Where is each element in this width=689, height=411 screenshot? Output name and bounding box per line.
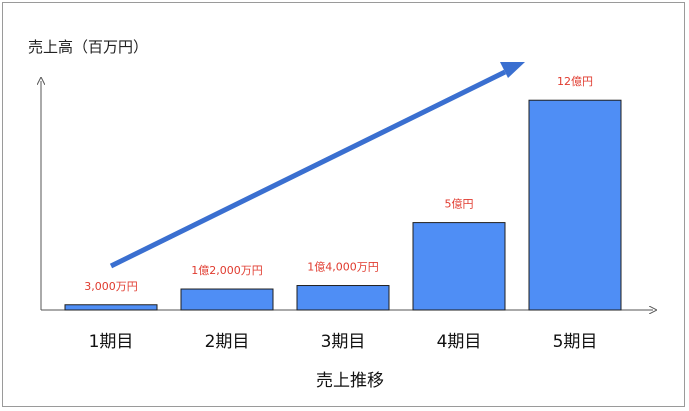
data-label-5: 12億円 — [557, 75, 593, 88]
x-tick-label-3: 3期目 — [321, 332, 366, 352]
data-label-1: 3,000万円 — [84, 280, 138, 293]
x-tick-label-2: 2期目 — [205, 332, 250, 352]
y-axis-label: 売上高（百万円） — [28, 38, 148, 56]
x-axis-label: 売上推移 — [316, 371, 384, 391]
trend-arrow-shaft — [109, 69, 507, 269]
x-tick-label-4: 4期目 — [437, 332, 482, 352]
trend-arrow — [109, 62, 525, 269]
bar-3 — [296, 285, 390, 311]
data-label-2: 1億2,000万円 — [191, 264, 263, 277]
x-tick-label-1: 1期目 — [89, 332, 134, 352]
data-label-3: 1億4,000万円 — [307, 261, 379, 274]
bar-1 — [64, 304, 158, 311]
data-label-4: 5億円 — [445, 198, 474, 211]
bar-2 — [180, 288, 274, 311]
trend-arrow-head — [500, 62, 525, 78]
bar-5 — [528, 99, 622, 311]
chart-frame: 売上高（百万円） 3,000万円 1億2,000万円 1億4,000万円 5億円 12億… — [2, 2, 685, 407]
x-tick-labels-group: 1期目 2期目 3期目 4期目 5期目 — [89, 332, 598, 352]
x-tick-label-5: 5期目 — [553, 332, 598, 352]
data-labels-group: 3,000万円 1億2,000万円 1億4,000万円 5億円 12億円 — [84, 75, 593, 293]
sales-bar-chart: 売上高（百万円） 3,000万円 1億2,000万円 1億4,000万円 5億円 12億… — [28, 38, 686, 391]
bar-4 — [412, 222, 506, 311]
bars-group — [64, 99, 622, 311]
